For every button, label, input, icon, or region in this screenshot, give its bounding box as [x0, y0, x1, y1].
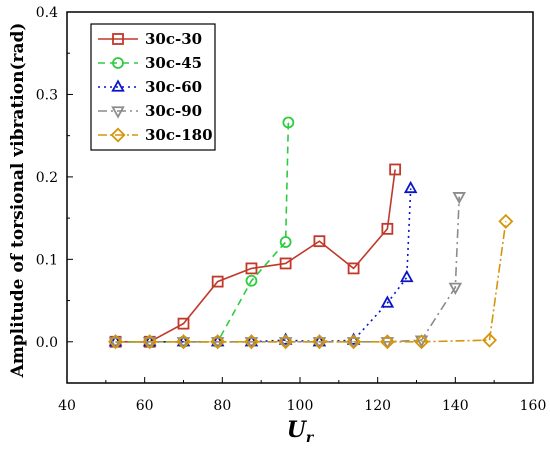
data-point	[210, 334, 225, 347]
data-point	[381, 222, 394, 235]
data-point	[379, 334, 395, 350]
data-point	[142, 334, 157, 347]
data-point	[142, 337, 157, 350]
legend-item-30c-60: 30c-60	[98, 78, 202, 96]
y-tick-label: 0.3	[36, 87, 58, 103]
legend-item-30c-30: 30c-30	[98, 30, 202, 48]
y-axis-title: Amplitude of torsional vibration(rad)	[8, 23, 28, 379]
x-tick-label: 100	[287, 398, 314, 414]
data-point	[498, 213, 514, 229]
data-point	[279, 257, 292, 270]
legend-label: 30c-60	[145, 78, 202, 96]
legend-item-30c-180: 30c-180	[98, 126, 213, 144]
data-point	[176, 337, 191, 350]
legend-label: 30c-30	[145, 30, 202, 48]
data-point	[346, 334, 362, 350]
legend-marker	[112, 33, 124, 45]
data-point	[312, 334, 327, 347]
legend-label: 30c-180	[145, 126, 213, 144]
axis-ticks: 40 60 80 100 120 140 160 0.0 0.1 0.2 0.3 0.4	[36, 5, 547, 414]
y-tick-label: 0.2	[36, 170, 58, 186]
legend-label: 30c-90	[145, 102, 202, 120]
data-point	[448, 282, 463, 295]
data-point	[282, 116, 295, 129]
series-line	[115, 122, 290, 343]
data-point	[108, 337, 123, 350]
data-point	[211, 275, 224, 288]
data-point	[278, 334, 294, 350]
x-tick-label: 160	[520, 398, 547, 414]
series-line	[115, 188, 412, 343]
series-line	[115, 169, 396, 343]
x-tick-label: 80	[213, 398, 231, 414]
y-tick-label: 0.0	[36, 335, 58, 351]
data-point	[380, 295, 395, 308]
data-point	[481, 332, 498, 348]
x-axis-title-main: U	[287, 417, 308, 443]
x-tick-label: 140	[442, 398, 469, 414]
x-tick-label: 60	[136, 398, 154, 414]
legend-marker	[111, 106, 125, 119]
data-point	[245, 262, 258, 275]
data-point	[108, 334, 123, 347]
series-30c-180	[108, 213, 514, 350]
data-point	[389, 163, 402, 176]
data-point	[243, 334, 259, 350]
x-axis-title-sub: r	[306, 430, 315, 446]
data-point	[176, 334, 191, 347]
data-point	[245, 274, 258, 287]
data-point	[312, 337, 327, 350]
data-point	[142, 334, 158, 350]
data-point	[452, 192, 466, 205]
data-point	[244, 337, 259, 350]
legend-item-30c-90: 30c-90	[98, 102, 202, 120]
data-point	[210, 334, 226, 350]
series-30c-60	[108, 180, 418, 347]
plot-series	[108, 116, 514, 350]
data-point	[347, 262, 360, 275]
series-30c-90	[108, 192, 466, 350]
y-tick-label: 0.1	[36, 252, 58, 268]
data-point	[403, 180, 418, 194]
legend-label: 30c-45	[145, 54, 202, 72]
data-point	[346, 337, 361, 350]
data-point	[311, 334, 327, 350]
data-point	[175, 334, 192, 350]
series-line	[115, 221, 507, 343]
legend-marker	[111, 79, 125, 92]
data-point	[177, 317, 190, 330]
series-30c-30	[109, 163, 402, 348]
legend-marker	[110, 127, 126, 143]
data-point	[278, 337, 293, 350]
x-tick-label: 120	[364, 398, 391, 414]
legend-marker	[112, 57, 124, 69]
data-point	[400, 269, 414, 283]
legend-item-30c-45: 30c-45	[98, 54, 202, 72]
x-tick-label: 40	[58, 398, 76, 414]
y-tick-label: 0.4	[36, 5, 58, 21]
series-30c-45	[109, 116, 295, 348]
x-axis-title: Ur	[287, 417, 315, 446]
data-point	[380, 337, 395, 350]
data-point	[279, 236, 292, 248]
data-point	[210, 337, 225, 350]
data-point	[414, 334, 430, 350]
legend: 30c-30 30c-45 30c-60 30c-90 30c-180	[90, 23, 216, 151]
data-point	[108, 334, 124, 350]
data-point	[313, 235, 326, 248]
data-point	[244, 334, 259, 347]
